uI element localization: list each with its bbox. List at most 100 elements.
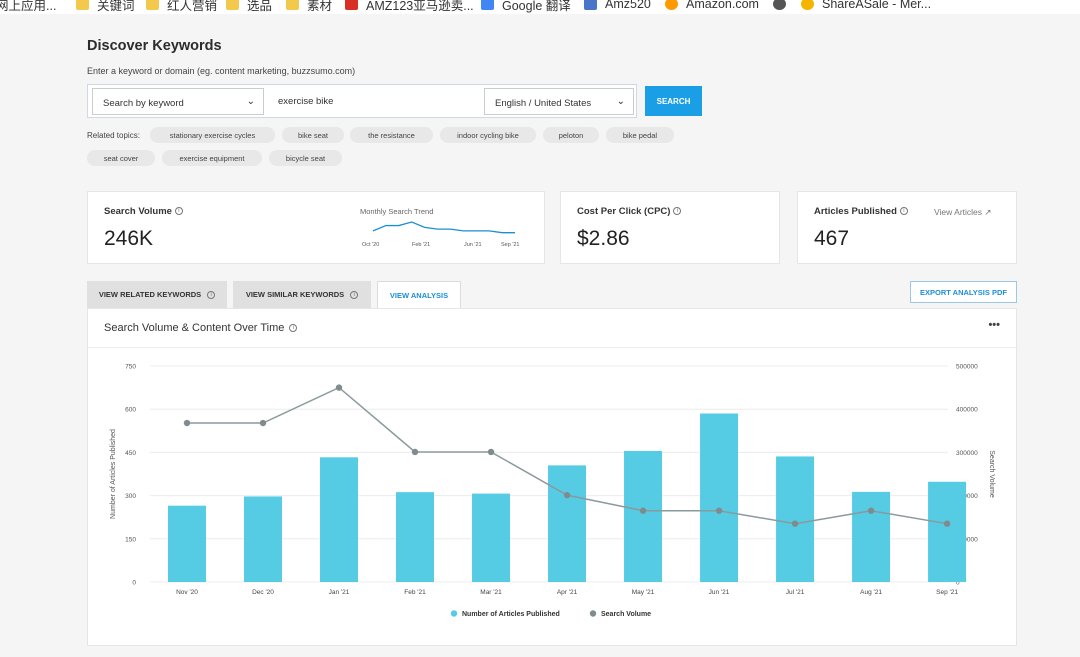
bookmark-item[interactable]: 网上应用... bbox=[0, 0, 56, 14]
topic-chip[interactable]: bicycle seat bbox=[269, 150, 342, 166]
bar bbox=[624, 450, 663, 582]
bookmark-item[interactable]: 选品 bbox=[226, 0, 272, 14]
trend-sparkline bbox=[372, 221, 515, 234]
articles-card: Articles Published i 467 View Articles ↗ bbox=[797, 191, 1017, 264]
trend-tick: Jun '21 bbox=[464, 242, 482, 248]
bookmark-item[interactable]: Amz520 bbox=[584, 0, 651, 14]
x-tick-label: Feb '21 bbox=[404, 589, 426, 596]
y-tick-label: 450 bbox=[125, 450, 136, 457]
bookmark-item[interactable]: 关键词 bbox=[76, 0, 135, 14]
topic-chip[interactable]: bike pedal bbox=[606, 127, 674, 143]
topic-chip[interactable]: stationary exercise cycles bbox=[150, 127, 275, 143]
bookmark-label: Amz520 bbox=[605, 0, 651, 11]
info-icon: i bbox=[350, 290, 359, 299]
cpc-value: $2.86 bbox=[577, 227, 630, 250]
trend-title: Monthly Search Trend bbox=[360, 207, 434, 216]
amz123-icon bbox=[345, 0, 358, 10]
bookmark-item[interactable]: Amazon.com bbox=[665, 0, 759, 14]
articles-label: Articles Published i bbox=[814, 206, 908, 217]
x-tick-label: Dec '20 bbox=[252, 589, 274, 596]
more-options-icon[interactable]: ••• bbox=[988, 319, 1000, 331]
related-topics-label: Related topics: bbox=[87, 131, 140, 140]
y-tick-label: 300 bbox=[125, 493, 136, 500]
x-tick-label: Apr '21 bbox=[557, 589, 578, 596]
folder-icon bbox=[146, 0, 159, 10]
bookmark-item[interactable]: 素材 bbox=[286, 0, 332, 14]
topic-chip[interactable]: peloton bbox=[543, 127, 599, 143]
folder-icon bbox=[226, 0, 239, 10]
tab-label: VIEW SIMILAR KEYWORDS bbox=[245, 290, 345, 299]
keyword-input[interactable] bbox=[278, 88, 478, 115]
tab-label: VIEW ANALYSIS bbox=[389, 290, 449, 300]
info-icon[interactable]: i bbox=[899, 207, 908, 216]
topic-chip[interactable]: exercise equipment bbox=[162, 150, 262, 166]
tab-similar-keywords[interactable]: VIEW SIMILAR KEYWORDS i bbox=[233, 281, 371, 308]
line-point bbox=[563, 491, 571, 499]
line-point bbox=[639, 507, 647, 514]
view-articles-label: View Articles bbox=[934, 207, 983, 217]
bar bbox=[700, 413, 739, 582]
search-type-select[interactable]: Search by keyword ⌄ bbox=[92, 88, 264, 115]
topic-chip[interactable]: the resistance bbox=[350, 127, 433, 143]
bar bbox=[928, 481, 967, 582]
y-right-tick-label: 100000 bbox=[956, 536, 978, 543]
y-right-tick-label: 500000 bbox=[956, 364, 978, 371]
amazon-icon bbox=[665, 0, 678, 10]
amz520-icon bbox=[584, 0, 597, 10]
trend-line bbox=[372, 221, 515, 234]
line-point bbox=[487, 448, 495, 456]
bar bbox=[168, 505, 206, 582]
topic-chip[interactable]: bike seat bbox=[282, 127, 344, 143]
y-tick-label: 600 bbox=[125, 407, 136, 414]
bar bbox=[244, 496, 283, 582]
folder-icon bbox=[76, 0, 89, 10]
export-pdf-button[interactable]: EXPORT ANALYSIS PDF bbox=[910, 281, 1017, 303]
bookmark-label: 素材 bbox=[307, 0, 333, 13]
tab-view-analysis[interactable]: VIEW ANALYSIS bbox=[377, 281, 461, 308]
line-point bbox=[259, 419, 267, 427]
tab-label: VIEW RELATED KEYWORDS bbox=[98, 290, 202, 299]
search-volume-label-text: Search Volume bbox=[104, 206, 172, 217]
bookmark-item[interactable]: ShareASale - Mer... bbox=[801, 0, 931, 14]
line-point bbox=[791, 520, 799, 527]
info-icon[interactable]: i bbox=[174, 207, 183, 216]
view-articles-link[interactable]: View Articles ↗ bbox=[934, 207, 992, 218]
location-select[interactable]: English / United States ⌄ bbox=[484, 88, 634, 115]
info-icon[interactable]: i bbox=[673, 207, 682, 216]
y-tick-label: 0 bbox=[132, 580, 136, 587]
cpc-label: Cost Per Click (CPC) i bbox=[577, 206, 682, 217]
folder-icon bbox=[286, 0, 299, 10]
chart-title-text: Search Volume & Content Over Time bbox=[104, 322, 285, 334]
bar bbox=[548, 465, 587, 582]
chevron-down-icon: ⌄ bbox=[246, 96, 255, 107]
search-volume-card: Search Volume i 246K Monthly Search Trend… bbox=[87, 191, 545, 264]
topic-chip[interactable]: seat cover bbox=[87, 150, 155, 166]
bookmark-item[interactable]: AMZ123亚马逊卖... bbox=[345, 0, 474, 14]
line-point bbox=[943, 520, 951, 527]
bookmark-item[interactable]: Google 翻译 bbox=[481, 0, 571, 14]
legend-swatch bbox=[450, 610, 458, 617]
bar bbox=[396, 492, 435, 582]
globe-icon bbox=[773, 0, 786, 10]
topic-chip[interactable]: indoor cycling bike bbox=[440, 127, 536, 143]
search-button[interactable]: SEARCH bbox=[645, 86, 702, 116]
external-link-icon: ↗ bbox=[984, 207, 992, 217]
y-axis-title: Number of Articles Published bbox=[110, 429, 117, 519]
page-title: Discover Keywords bbox=[87, 38, 222, 54]
bookmarks-bar: 网上应用... 关键词 红人营销 选品 素材 AMZ123亚马逊卖... Goo… bbox=[0, 0, 1080, 14]
line-point bbox=[867, 507, 875, 514]
trend-tick: Feb '21 bbox=[412, 242, 431, 248]
bar bbox=[776, 456, 815, 582]
shareasale-icon bbox=[801, 0, 814, 10]
cpc-label-text: Cost Per Click (CPC) bbox=[577, 206, 671, 217]
bookmark-item[interactable] bbox=[773, 0, 794, 14]
chart-card: Search Volume & Content Over Time i ••• 0… bbox=[87, 308, 1018, 646]
tab-related-keywords[interactable]: VIEW RELATED KEYWORDS i bbox=[87, 281, 227, 308]
location-value: English / United States bbox=[495, 98, 592, 109]
y-right-axis-title: Search Volume bbox=[988, 450, 995, 498]
bookmark-label: Amazon.com bbox=[686, 0, 759, 11]
chart-title: Search Volume & Content Over Time i bbox=[104, 322, 298, 334]
bookmark-item[interactable]: 红人营销 bbox=[146, 0, 217, 14]
bookmark-label: Google 翻译 bbox=[502, 0, 571, 13]
info-icon[interactable]: i bbox=[289, 324, 298, 333]
